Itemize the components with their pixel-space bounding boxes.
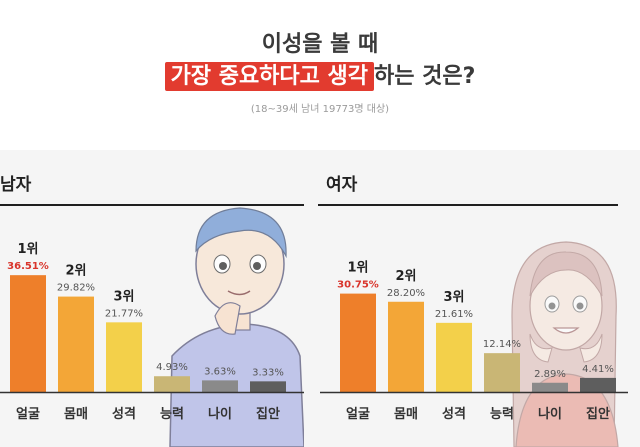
men-category-label-2: 몸매 [64, 407, 88, 422]
men-chart-title: 남자 [0, 175, 32, 195]
women-category-label-3: 성격 [442, 407, 466, 422]
men-rank-label-2: 2위 [65, 264, 86, 279]
women-value-label-3: 21.61% [435, 309, 473, 320]
women-rank-label-3: 3위 [443, 290, 464, 305]
men-category-label-6: 집안 [256, 406, 280, 422]
women-category-label-6: 집안 [586, 406, 610, 422]
title-highlight: 가장 중요하다고 생각 [164, 62, 375, 91]
men-bar-6 [250, 381, 286, 392]
women-bar-1 [340, 293, 376, 392]
survey-subtitle: (18~39세 남녀 19773명 대상) [250, 104, 390, 115]
men-category-label-4: 능력 [160, 407, 184, 422]
page-title-line1: 이성을 볼 때 [261, 32, 379, 57]
women-chart-title: 여자 [326, 175, 358, 195]
women-value-label-6: 4.41% [582, 364, 614, 375]
men-value-label-3: 21.77% [105, 308, 143, 319]
title-block: 이성을 볼 때 가장 중요하다고 생각 하는 것은? (18~39세 남녀 197… [0, 0, 640, 140]
women-value-label-5: 2.89% [534, 369, 566, 380]
women-value-label-1: 30.75% [337, 280, 379, 291]
women-category-label-5: 나이 [538, 406, 562, 422]
men-rank-label-3: 3위 [113, 289, 134, 304]
men-rank-label-1: 1위 [17, 242, 38, 257]
men-value-label-2: 29.82% [57, 283, 95, 294]
men-value-label-4: 4.93% [156, 362, 188, 373]
man-thinking-icon [169, 207, 304, 447]
women-value-label-4: 12.14% [483, 339, 521, 350]
women-category-label-2: 몸매 [394, 407, 418, 422]
men-bar-4 [154, 376, 190, 392]
women-category-label-4: 능력 [490, 407, 514, 422]
men-category-label-5: 나이 [208, 406, 232, 422]
men-value-label-1: 36.51% [7, 261, 49, 272]
men-title-divider [0, 204, 304, 206]
men-bar-1 [10, 275, 46, 392]
men-bar-5 [202, 380, 238, 392]
men-value-label-6: 3.33% [252, 367, 284, 378]
women-bar-4 [484, 353, 520, 392]
women-value-label-2: 28.20% [387, 288, 425, 299]
women-category-label-1: 얼굴 [346, 407, 370, 422]
page-title-line2: 가장 중요하다고 생각 하는 것은? [0, 58, 640, 91]
women-bar-2 [388, 301, 424, 392]
men-bar-2 [58, 296, 94, 392]
women-bar-3 [436, 322, 472, 392]
women-bar-6 [580, 377, 616, 392]
women-rank-label-2: 2위 [395, 269, 416, 284]
men-category-label-3: 성격 [112, 407, 136, 422]
title-rest: 하는 것은? [374, 64, 476, 89]
women-bar-5 [532, 382, 568, 392]
men-value-label-5: 3.63% [204, 366, 236, 377]
men-category-label-1: 얼굴 [16, 407, 40, 422]
women-rank-label-1: 1위 [347, 261, 368, 276]
women-title-divider [318, 204, 618, 206]
men-bar-3 [106, 322, 142, 392]
